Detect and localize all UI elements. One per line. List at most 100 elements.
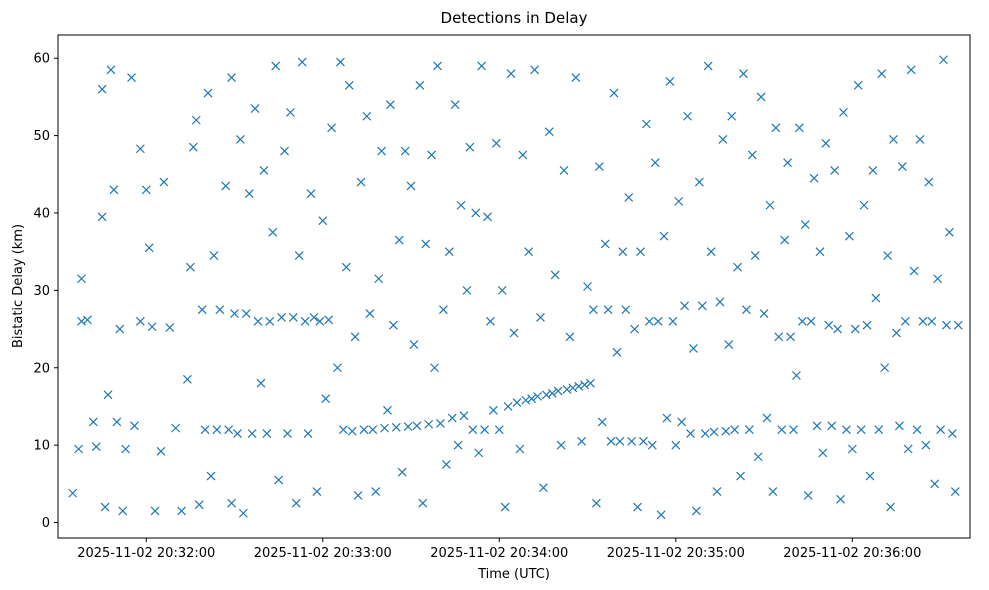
data-point: [659, 231, 669, 241]
x-tick-label: 2025-11-02 20:35:00: [607, 546, 745, 561]
data-point: [909, 266, 919, 276]
data-point: [300, 316, 310, 326]
data-point: [433, 61, 442, 71]
data-point: [227, 73, 236, 82]
data-point: [665, 77, 675, 86]
data-point: [641, 119, 651, 129]
data-point: [721, 426, 731, 436]
data-point: [609, 88, 619, 98]
data-point: [912, 425, 922, 435]
data-point: [556, 440, 566, 450]
data-point: [165, 323, 175, 332]
data-point: [800, 220, 810, 230]
y-tick-label: 60: [33, 52, 50, 67]
data-point: [730, 425, 740, 435]
data-point: [147, 322, 157, 332]
data-point: [112, 417, 122, 427]
data-point: [639, 436, 648, 446]
data-point: [559, 165, 569, 175]
data-point: [336, 57, 345, 67]
data-point: [886, 502, 895, 512]
data-point: [109, 185, 119, 195]
data-point: [562, 384, 572, 394]
data-point: [927, 316, 937, 326]
data-point: [615, 436, 625, 446]
data-point: [224, 425, 234, 435]
data-point: [297, 57, 307, 67]
data-point: [280, 146, 289, 156]
data-point: [694, 177, 704, 187]
data-point: [786, 332, 795, 342]
data-point: [277, 313, 287, 322]
data-point: [503, 402, 513, 411]
data-point: [683, 111, 692, 121]
data-point: [238, 508, 248, 518]
data-point: [856, 425, 866, 435]
data-point: [774, 332, 784, 342]
data-point: [353, 491, 363, 500]
data-point: [291, 498, 301, 508]
data-point: [521, 395, 531, 405]
data-point: [880, 363, 890, 373]
x-tick-label: 2025-11-02 20:36:00: [783, 546, 921, 561]
data-point: [842, 425, 851, 435]
data-point: [677, 417, 687, 427]
data-point: [818, 448, 828, 458]
data-point: [547, 388, 557, 398]
data-point: [706, 247, 716, 257]
data-point: [792, 371, 801, 380]
data-point: [347, 426, 357, 436]
data-point: [306, 189, 316, 199]
data-point: [500, 502, 510, 512]
data-point: [436, 419, 445, 428]
data-point: [191, 115, 201, 125]
data-point: [338, 425, 348, 435]
data-point: [212, 425, 222, 435]
data-point: [356, 177, 366, 187]
data-point: [368, 425, 378, 435]
data-point: [894, 421, 904, 431]
data-point: [233, 429, 242, 438]
data-point: [82, 315, 92, 325]
data-point: [903, 444, 913, 454]
data-point: [953, 320, 963, 330]
data-point: [324, 315, 334, 325]
data-point: [274, 475, 284, 485]
data-point: [462, 285, 472, 295]
data-point: [74, 444, 84, 454]
data-point: [188, 142, 198, 152]
data-point: [371, 487, 381, 496]
data-point: [830, 165, 840, 175]
data-point: [656, 510, 666, 520]
data-point: [350, 332, 360, 342]
data-point: [315, 316, 325, 326]
data-point: [765, 200, 775, 210]
data-point: [135, 316, 145, 326]
data-point: [924, 177, 934, 187]
data-point: [144, 243, 154, 253]
data-point: [406, 181, 416, 191]
data-point: [636, 247, 645, 257]
data-point: [597, 417, 607, 427]
data-point: [477, 61, 487, 71]
data-point: [365, 309, 375, 319]
data-point: [397, 467, 407, 477]
data-point: [806, 316, 816, 326]
data-point: [374, 274, 384, 284]
data-point: [727, 111, 737, 121]
data-point: [480, 425, 490, 435]
data-point: [930, 479, 940, 489]
data-point: [230, 309, 239, 319]
data-point: [627, 436, 637, 446]
data-point: [285, 107, 295, 117]
data-point: [227, 498, 236, 508]
data-point: [571, 73, 581, 82]
data-point: [403, 422, 413, 431]
data-point: [221, 181, 231, 191]
data-point: [100, 502, 110, 512]
data-point: [733, 262, 743, 272]
data-point: [591, 498, 601, 508]
data-point: [942, 320, 951, 330]
data-point: [121, 444, 131, 454]
